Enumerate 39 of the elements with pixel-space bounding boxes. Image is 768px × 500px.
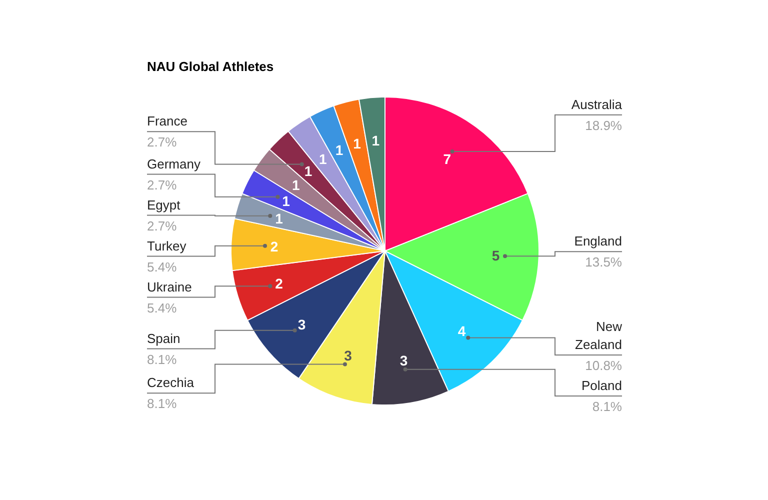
slice-label: Spain (147, 330, 180, 346)
data-label: 3 (400, 352, 408, 368)
data-label: 1 (372, 132, 380, 149)
data-label: 2 (275, 275, 284, 292)
data-label: 1 (275, 210, 284, 227)
slice-label: Egypt (147, 197, 181, 212)
text: 8.1% (592, 399, 622, 414)
slice-label: Turkey (147, 238, 187, 254)
slice-label: Germany (147, 156, 201, 172)
data-label: 2 (270, 238, 278, 254)
data-label: 5 (492, 248, 500, 264)
chart-title: NAU Global Athletes (147, 59, 274, 74)
text: 2.7% (147, 218, 178, 234)
slice-label: France (147, 114, 188, 129)
data-label: 1 (335, 142, 344, 158)
data-label: 1 (304, 162, 312, 179)
text: 13.5% (585, 254, 622, 270)
slice-label: England (574, 234, 622, 249)
slice-label: New Zealand (575, 319, 623, 352)
data-label: 1 (292, 177, 300, 194)
text: 18.9% (585, 118, 622, 133)
text: 5.4% (147, 259, 178, 274)
slice-label: Poland (582, 378, 622, 393)
data-label: 1 (282, 193, 290, 210)
text: 10.8% (585, 358, 622, 373)
text: 8.1% (147, 352, 178, 367)
slice-label: Australia (571, 96, 623, 112)
data-label: 3 (298, 316, 306, 332)
data-label: 3 (344, 348, 352, 364)
data-label: 1 (319, 151, 328, 168)
slice-label: Czechia (147, 375, 195, 390)
data-label: 4 (458, 323, 466, 340)
slice-label: Ukraine (147, 279, 192, 294)
text: 5.4% (147, 300, 178, 316)
data-label: 7 (443, 151, 452, 168)
text: 8.1% (147, 396, 178, 412)
text: 2.7% (147, 134, 178, 150)
data-label: 1 (353, 136, 362, 152)
text: 2.7% (147, 177, 178, 192)
